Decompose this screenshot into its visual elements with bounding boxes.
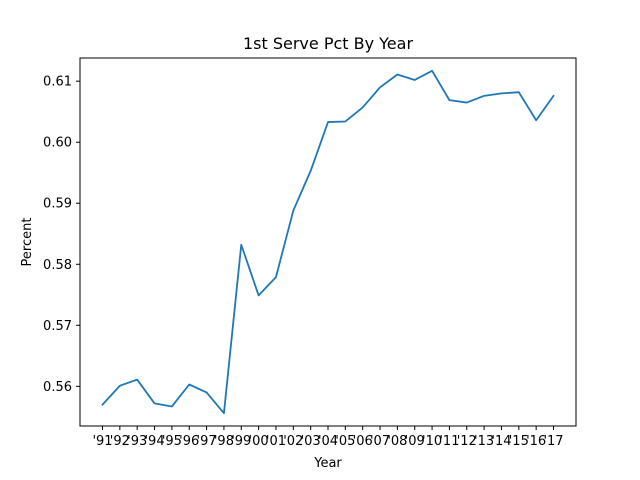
x-tick-label: '93 — [127, 434, 147, 449]
x-tick-label: '14 — [491, 434, 511, 449]
x-tick-label: '09 — [405, 434, 425, 449]
x-axis-ticks: '91'92'93'94'95'96'97'98'99'00'01'02'03'… — [92, 426, 564, 449]
y-axis-label: Percent — [20, 218, 35, 267]
x-tick-label: '07 — [370, 434, 390, 449]
x-tick-label: '94 — [144, 434, 164, 449]
series-line — [101, 69, 555, 415]
x-tick-label: '96 — [179, 434, 199, 449]
x-tick-label: '99 — [231, 434, 251, 449]
x-tick-label: '91 — [92, 434, 112, 449]
x-tick-label: '05 — [335, 434, 355, 449]
x-tick-label: '97 — [197, 434, 217, 449]
x-tick-label: '15 — [509, 434, 529, 449]
x-tick-label: '11 — [439, 434, 459, 449]
y-tick-label: 0.59 — [43, 197, 72, 212]
x-tick-label: '10 — [422, 434, 442, 449]
x-tick-label: '16 — [526, 434, 546, 449]
x-tick-label: '95 — [162, 434, 182, 449]
x-tick-label: '08 — [387, 434, 407, 449]
series-layer — [101, 69, 555, 415]
y-axis-ticks: 0.56 0.57 0.58 0.59 0.60 0.61 — [43, 75, 80, 395]
x-tick-label: '04 — [318, 434, 338, 449]
x-tick-label: '03 — [301, 434, 321, 449]
x-tick-label: '17 — [543, 434, 563, 449]
y-tick-label: 0.56 — [43, 380, 72, 395]
chart-title: 1st Serve Pct By Year — [243, 34, 413, 53]
x-tick-label: '12 — [457, 434, 477, 449]
x-tick-label: '00 — [249, 434, 269, 449]
x-tick-label: '98 — [214, 434, 234, 449]
y-tick-label: 0.57 — [43, 319, 72, 334]
plot-area-frame — [79, 57, 577, 427]
x-tick-label: '92 — [110, 434, 130, 449]
y-tick-label: 0.61 — [43, 75, 72, 90]
x-tick-label: '02 — [283, 434, 303, 449]
x-tick-label: '13 — [474, 434, 494, 449]
y-tick-label: 0.58 — [43, 258, 72, 273]
y-tick-label: 0.60 — [43, 136, 72, 151]
x-axis-label: Year — [313, 456, 342, 471]
x-tick-label: '06 — [353, 434, 373, 449]
x-tick-label: '01 — [266, 434, 286, 449]
